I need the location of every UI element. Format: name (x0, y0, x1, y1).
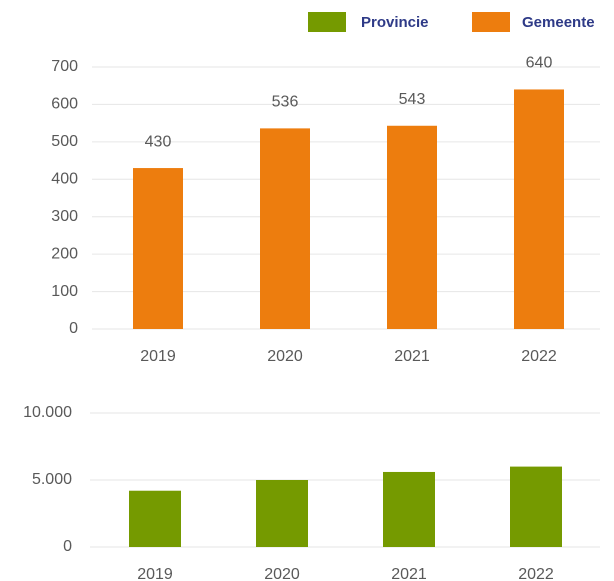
y-tick-label: 10.000 (23, 404, 72, 421)
bar (510, 466, 562, 547)
y-tick-label: 0 (63, 538, 72, 555)
y-tick-label: 600 (51, 96, 78, 113)
bar (383, 471, 435, 547)
data-label: 430 (145, 133, 172, 150)
x-tick-label: 2019 (140, 348, 176, 365)
x-tick-label: 2021 (394, 348, 430, 365)
y-tick-label: 300 (51, 208, 78, 225)
bar (260, 128, 310, 329)
x-tick-label: 2020 (264, 566, 300, 581)
y-tick-label: 500 (51, 133, 78, 150)
data-label: 543 (399, 91, 426, 108)
y-tick-label: 200 (51, 245, 78, 262)
y-tick-label: 5.000 (32, 471, 72, 488)
x-tick-label: 2019 (137, 566, 173, 581)
bar (129, 490, 181, 547)
data-label: 536 (272, 94, 299, 111)
legend-label: Gemeente (522, 14, 595, 31)
y-tick-label: 700 (51, 58, 78, 75)
x-tick-label: 2022 (521, 348, 557, 365)
x-tick-label: 2020 (267, 348, 303, 365)
y-tick-label: 100 (51, 283, 78, 300)
legend-swatch (308, 12, 346, 32)
x-tick-label: 2021 (391, 566, 427, 581)
bar (514, 89, 564, 329)
bar (256, 480, 308, 547)
legend-label: Provincie (361, 14, 429, 31)
x-tick-label: 2022 (518, 566, 554, 581)
bar (387, 125, 437, 330)
y-tick-label: 0 (69, 320, 78, 337)
bar (133, 168, 183, 329)
y-tick-label: 400 (51, 171, 78, 188)
data-label: 640 (526, 55, 553, 72)
legend-swatch (472, 12, 510, 32)
